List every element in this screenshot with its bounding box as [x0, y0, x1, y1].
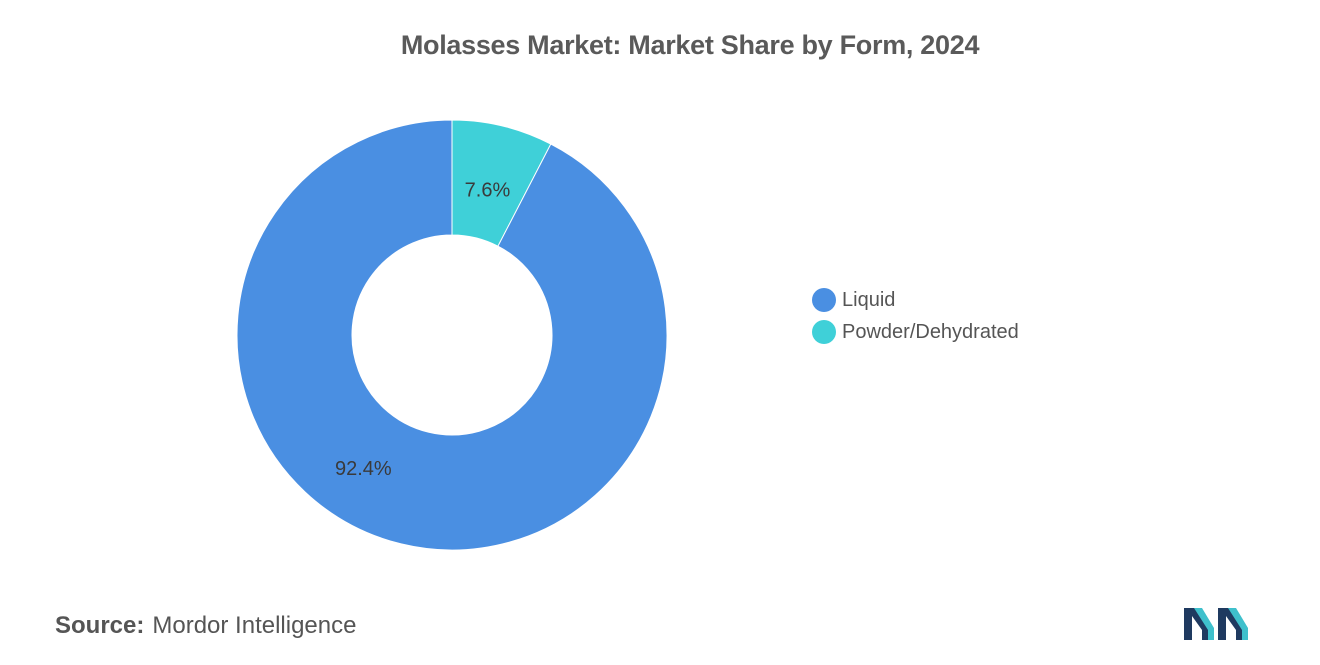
donut-slice-labels: 7.6% 92.4%: [335, 179, 510, 480]
chart-legend: Liquid Powder/Dehydrated: [812, 284, 1019, 348]
source-line: Source: Mordor Intelligence: [55, 612, 356, 640]
donut-slices: [236, 119, 668, 551]
source-text: Mordor Intelligence: [152, 612, 357, 639]
legend-swatch-powder: [812, 320, 836, 344]
mordor-intelligence-logo-icon: [1184, 608, 1248, 640]
slice-value-label: 92.4%: [335, 458, 392, 480]
legend-label-liquid: Liquid: [842, 288, 896, 311]
legend-item-powder: Powder/Dehydrated: [812, 316, 1019, 348]
legend-swatch-liquid: [812, 288, 836, 312]
legend-item-liquid: Liquid: [812, 284, 1019, 316]
chart-title: Molasses Market: Market Share by Form, 2…: [400, 30, 980, 60]
legend-label-powder: Powder/Dehydrated: [842, 320, 1019, 343]
source-label: Source:: [55, 612, 145, 639]
donut-slice-liquid: [236, 119, 668, 551]
slice-value-label: 7.6%: [465, 179, 511, 201]
